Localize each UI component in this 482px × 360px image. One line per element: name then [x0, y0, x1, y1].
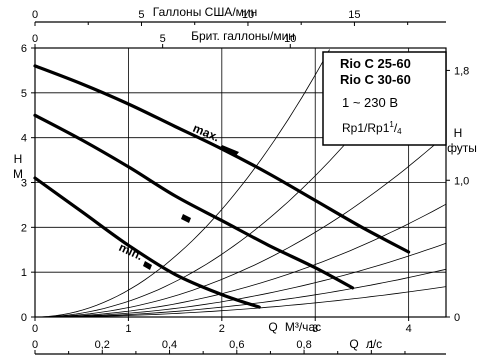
top-uk-tick-label: 10: [284, 33, 296, 45]
top-us-tick-label: 10: [242, 9, 254, 21]
bottom-m3h-q-label: Q: [268, 320, 277, 334]
right-axis-unit-label: футы: [447, 141, 477, 155]
top-uk-tick-label: 0: [32, 33, 38, 45]
bottom-ls-unit-label: л/с: [366, 337, 382, 351]
bottom-m3h-tick-label: 2: [219, 323, 225, 335]
legend-connection: Rp1/Rp11/4: [342, 120, 402, 136]
bottom-m3h-tick-label: 3: [312, 323, 318, 335]
top-us-gallons-axis: 0 5 10 15: [32, 9, 446, 26]
bottom-ls-q-label: Q: [349, 337, 358, 351]
top-us-axis-label: Галлоны США/мин: [153, 5, 257, 19]
performance-curve-2: [33, 113, 355, 290]
bottom-m3h-tick-label: 4: [406, 323, 412, 335]
speed-marker-mid: [181, 214, 191, 223]
speed-marker-min: [143, 261, 152, 270]
right-tick-label: 0: [454, 312, 460, 324]
left-tick-label: 1: [21, 267, 27, 279]
bottom-ls-tick-label: 0,4: [162, 339, 177, 351]
bottom-m3h-axis-label: Q М³/час: [268, 320, 321, 334]
top-us-tick-label: 15: [348, 9, 360, 21]
left-tick-label: 0: [21, 312, 27, 324]
left-tick-label: 3: [21, 178, 27, 190]
right-tick-label: 1,8: [454, 65, 469, 77]
top-us-tick-label: 5: [138, 9, 144, 21]
system-curve: [35, 203, 447, 318]
legend-voltage: 1 ~ 230 В: [342, 95, 398, 110]
system-curve: [34, 49, 330, 318]
legend-box-frame: [322, 51, 447, 146]
bottom-ls-tick-label: 0,2: [95, 339, 110, 351]
left-tick-label: 6: [21, 43, 27, 55]
bottom-m3h-unit-label: М³/час: [285, 320, 321, 334]
legend-model-2: Rio C 30-60: [340, 72, 411, 87]
bottom-m3h-tick-label: 1: [125, 323, 131, 335]
top-uk-axis-label: Брит. галлоны/мин: [191, 29, 295, 43]
speed-marker-max: [219, 145, 239, 157]
bottom-ls-tick-label: 0,6: [229, 339, 244, 351]
system-curve: [35, 242, 447, 318]
system-curve: [35, 268, 447, 318]
right-tick-label: 1,0: [454, 175, 469, 187]
bottom-ls-tick-label: 0: [32, 339, 38, 351]
left-tick-label: 5: [21, 88, 27, 100]
bottom-ls-tick-label: 0,8: [296, 339, 311, 351]
left-tick-label: 4: [21, 133, 27, 145]
left-axis-unit-label: М: [13, 167, 23, 181]
top-uk-tick-label: 5: [160, 33, 166, 45]
system-curve: [35, 286, 447, 318]
legend-model-1: Rio C 25-60: [340, 56, 411, 71]
right-axis-h-label: Н: [454, 126, 463, 140]
bottom-m3h-tick-label: 0: [32, 323, 38, 335]
axis-ticks: 0 1 2 3 4 5 6 0 1,0 1,8 0 1 2 3 4: [21, 43, 469, 335]
bottom-ls-axis: 0 0,2 0,4 0,6 0,8 1: [32, 339, 446, 355]
curve-label-min: min.: [117, 240, 145, 263]
bottom-ls-tick-label: 1: [368, 339, 374, 351]
legend-box: Rio C 25-60 Rio C 30-60 1 ~ 230 В Rp1/Rp…: [322, 51, 447, 146]
top-us-tick-label: 0: [32, 9, 38, 21]
bottom-ls-axis-label: Q л/с: [349, 337, 382, 351]
left-axis-h-label: Н: [14, 152, 23, 166]
left-tick-label: 2: [21, 222, 27, 234]
system-curve: [34, 134, 447, 318]
performance-curve-3: [33, 176, 261, 309]
top-uk-gallons-axis: 0 5 10: [32, 33, 296, 48]
